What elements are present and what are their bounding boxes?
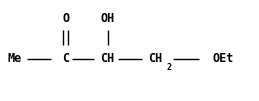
Text: Me: Me	[7, 52, 21, 65]
Text: OEt: OEt	[212, 52, 233, 65]
Text: OH: OH	[100, 12, 115, 25]
Text: 2: 2	[167, 63, 172, 72]
Text: C: C	[62, 52, 70, 65]
Text: CH: CH	[148, 52, 163, 65]
Text: O: O	[62, 12, 70, 25]
Text: CH: CH	[100, 52, 115, 65]
